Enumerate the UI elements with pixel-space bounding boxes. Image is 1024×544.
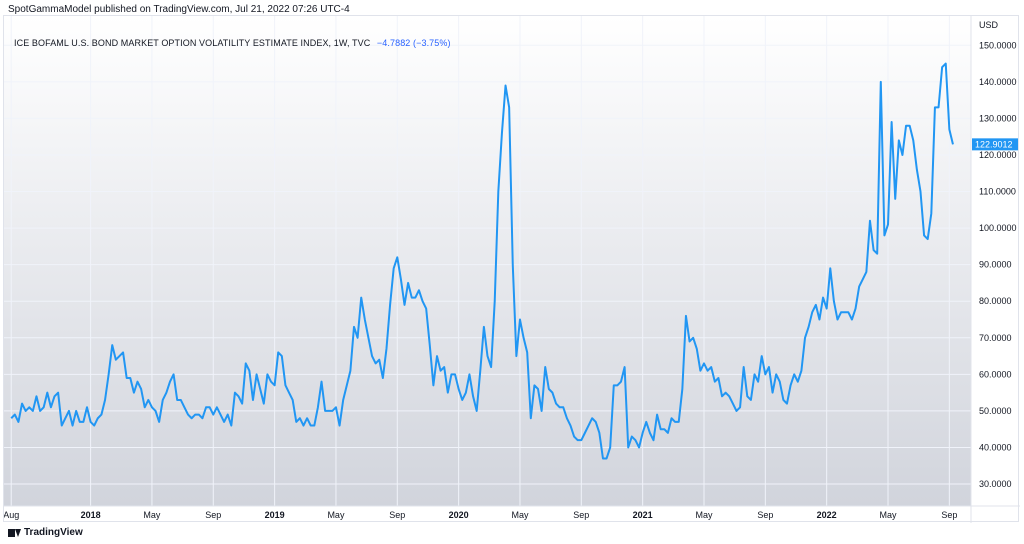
x-tick-label: 2018 bbox=[81, 510, 101, 520]
y-tick-label: 60.0000 bbox=[979, 369, 1012, 379]
tradingview-footer[interactable]: TradingView bbox=[8, 527, 83, 538]
y-tick-label: 130.0000 bbox=[979, 113, 1017, 123]
x-tick-label: Sep bbox=[389, 510, 405, 520]
y-tick-label: 90.0000 bbox=[979, 260, 1012, 270]
x-tick-label: May bbox=[511, 510, 529, 520]
y-tick-label: 50.0000 bbox=[979, 406, 1012, 416]
y-tick-label: 70.0000 bbox=[979, 333, 1012, 343]
y-tick-label: 40.0000 bbox=[979, 442, 1012, 452]
x-tick-label: 2022 bbox=[817, 510, 837, 520]
currency-label: USD bbox=[979, 20, 999, 30]
x-tick-label: May bbox=[327, 510, 345, 520]
x-tick-label: May bbox=[880, 510, 898, 520]
current-price-badge bbox=[972, 138, 1018, 151]
y-tick-label: 120.0000 bbox=[979, 150, 1017, 160]
series-line bbox=[10, 62, 954, 460]
y-tick-label: 140.0000 bbox=[979, 77, 1017, 87]
x-tick-label: Sep bbox=[941, 510, 957, 520]
y-tick-label: 110.0000 bbox=[979, 187, 1016, 197]
brand-label: TradingView bbox=[24, 527, 83, 538]
y-tick-label: 150.0000 bbox=[979, 40, 1017, 50]
symbol-label: ICE BOFAML U.S. BOND MARKET OPTION VOLAT… bbox=[14, 38, 371, 48]
chart-frame[interactable]: 30.0000 40.0000 50.0000 60.0000 70.0000 80.00… bbox=[3, 15, 1020, 523]
x-tick-label: Sep bbox=[573, 510, 589, 520]
current-price-label: 122.9012 bbox=[975, 139, 1013, 149]
change-label: −4.7882 (−3.75%) bbox=[376, 38, 451, 48]
plot-background bbox=[4, 16, 971, 506]
chart-legend[interactable]: ICE BOFAML U.S. BOND MARKET OPTION VOLAT… bbox=[14, 38, 451, 48]
publish-info: SpotGammaModel published on TradingView.… bbox=[8, 4, 350, 15]
x-tick-label: 2020 bbox=[449, 510, 469, 520]
x-tick-label: 2019 bbox=[265, 510, 285, 520]
y-tick-label: 80.0000 bbox=[979, 296, 1012, 306]
y-tick-label: 30.0000 bbox=[979, 479, 1012, 489]
x-tick-label: May bbox=[143, 510, 161, 520]
x-tick-label: Aug bbox=[4, 510, 19, 520]
x-tick-label: Sep bbox=[757, 510, 773, 520]
tradingview-logo-icon bbox=[8, 528, 21, 537]
y-tick-label: 100.0000 bbox=[979, 223, 1017, 233]
x-tick-label: May bbox=[695, 510, 713, 520]
chart-svg[interactable]: 30.0000 40.0000 50.0000 60.0000 70.0000 80.00… bbox=[4, 16, 1020, 523]
x-tick-label: 2021 bbox=[633, 510, 653, 520]
x-tick-label: Sep bbox=[205, 510, 221, 520]
